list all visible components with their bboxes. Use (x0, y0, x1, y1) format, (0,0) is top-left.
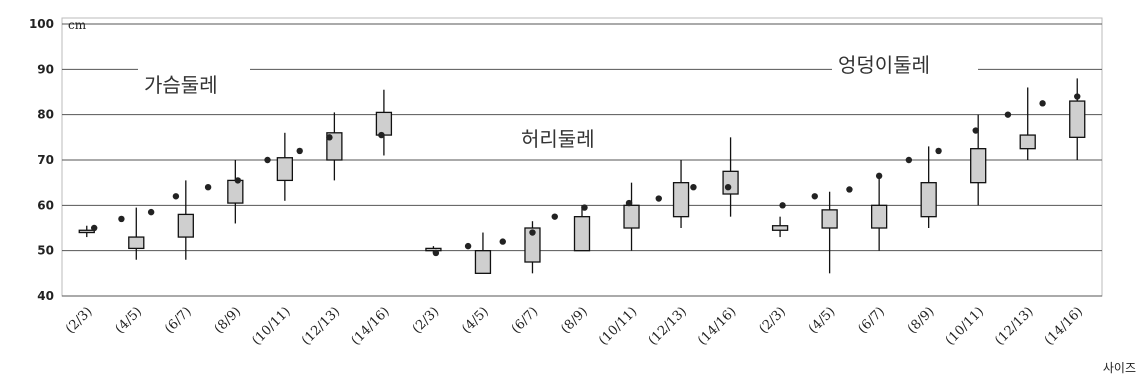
y-tick-label: 50 (37, 244, 54, 258)
box (970, 148, 987, 184)
box (771, 225, 789, 231)
box (128, 236, 145, 250)
marker-dot (1039, 100, 1046, 107)
box (722, 170, 739, 195)
x-tick-label: (4/5) (459, 304, 492, 337)
y-tick-label: 70 (37, 153, 54, 167)
group-label-bg (832, 46, 978, 80)
box (375, 111, 393, 136)
marker-dot (432, 249, 440, 257)
marker-dot (690, 184, 697, 191)
x-tick-label: (8/9) (558, 304, 591, 337)
x-tick-label: (10/11) (596, 304, 640, 348)
box (573, 216, 591, 252)
marker-dot (625, 199, 633, 207)
x-tick-label: (10/11) (249, 304, 293, 348)
y-tick-label: 90 (37, 62, 54, 76)
x-tick-label: (12/13) (646, 304, 690, 348)
marker-dot (172, 193, 180, 200)
box (425, 247, 442, 252)
x-tick-label: (4/5) (113, 304, 146, 337)
marker-dot (905, 156, 913, 164)
group-label-bg (515, 120, 637, 154)
x-tick-label: (6/7) (855, 304, 888, 337)
box (623, 204, 640, 229)
marker-dot (724, 184, 732, 191)
marker-dot (811, 193, 818, 200)
box (1019, 134, 1036, 150)
y-tick-label: 40 (37, 289, 54, 303)
x-tick-label: (6/7) (162, 304, 195, 337)
marker-dot (935, 147, 942, 155)
x-tick-label: (4/5) (806, 304, 839, 337)
marker-dot (204, 184, 212, 191)
marker-dot (972, 127, 979, 134)
marker-dot (529, 229, 536, 236)
marker-dot (464, 242, 472, 250)
marker-dot (326, 134, 333, 141)
x-axis-label: 사이즈 (1103, 361, 1136, 375)
x-tick-label: (14/16) (695, 304, 739, 348)
marker-dot (1074, 93, 1081, 100)
x-tick-label: (12/13) (299, 304, 343, 348)
group-label: 허리둘레 (521, 127, 595, 151)
marker-dot (234, 177, 242, 184)
y-tick-label: 100 (29, 17, 54, 31)
x-tick-label: (2/3) (63, 304, 96, 337)
box (227, 179, 244, 204)
x-tick-label: (2/3) (756, 304, 789, 337)
box (672, 182, 690, 218)
box (78, 229, 95, 234)
marker-dot (118, 215, 125, 223)
box (524, 227, 541, 263)
box (474, 250, 492, 274)
group-label: 가슴둘레 (144, 73, 218, 97)
marker-dot (655, 195, 662, 202)
x-tick-label: (8/9) (905, 304, 938, 337)
marker-dot (296, 147, 303, 155)
box (177, 213, 194, 238)
box (821, 209, 838, 229)
group-label-bg (138, 66, 250, 100)
marker-dot (581, 204, 588, 211)
group-label: 엉덩이둘레 (838, 53, 930, 77)
x-tick-label: (6/7) (509, 304, 542, 337)
marker-dot (1004, 111, 1012, 118)
x-tick-label: (2/3) (410, 304, 443, 337)
box (870, 204, 888, 229)
x-tick-label: (14/16) (1042, 304, 1086, 348)
marker-dot (147, 208, 155, 216)
marker-dot (846, 186, 853, 193)
y-tick-label: 80 (37, 108, 54, 122)
box (1069, 100, 1086, 138)
x-tick-label: (10/11) (943, 304, 987, 348)
x-tick-label: (14/16) (348, 304, 392, 348)
marker-dot (779, 202, 786, 209)
marker-dot (90, 224, 98, 232)
marker-dot (499, 238, 506, 245)
marker-dot (551, 213, 558, 220)
box (276, 157, 294, 182)
x-tick-label: (12/13) (992, 304, 1036, 348)
marker-dot (264, 156, 271, 164)
marker-dot (875, 172, 883, 180)
marker-dot (378, 131, 385, 139)
y-tick-label: 60 (37, 198, 54, 212)
x-tick-label: (8/9) (212, 304, 245, 337)
y-unit-label: cm (68, 18, 87, 32)
box (920, 182, 937, 218)
